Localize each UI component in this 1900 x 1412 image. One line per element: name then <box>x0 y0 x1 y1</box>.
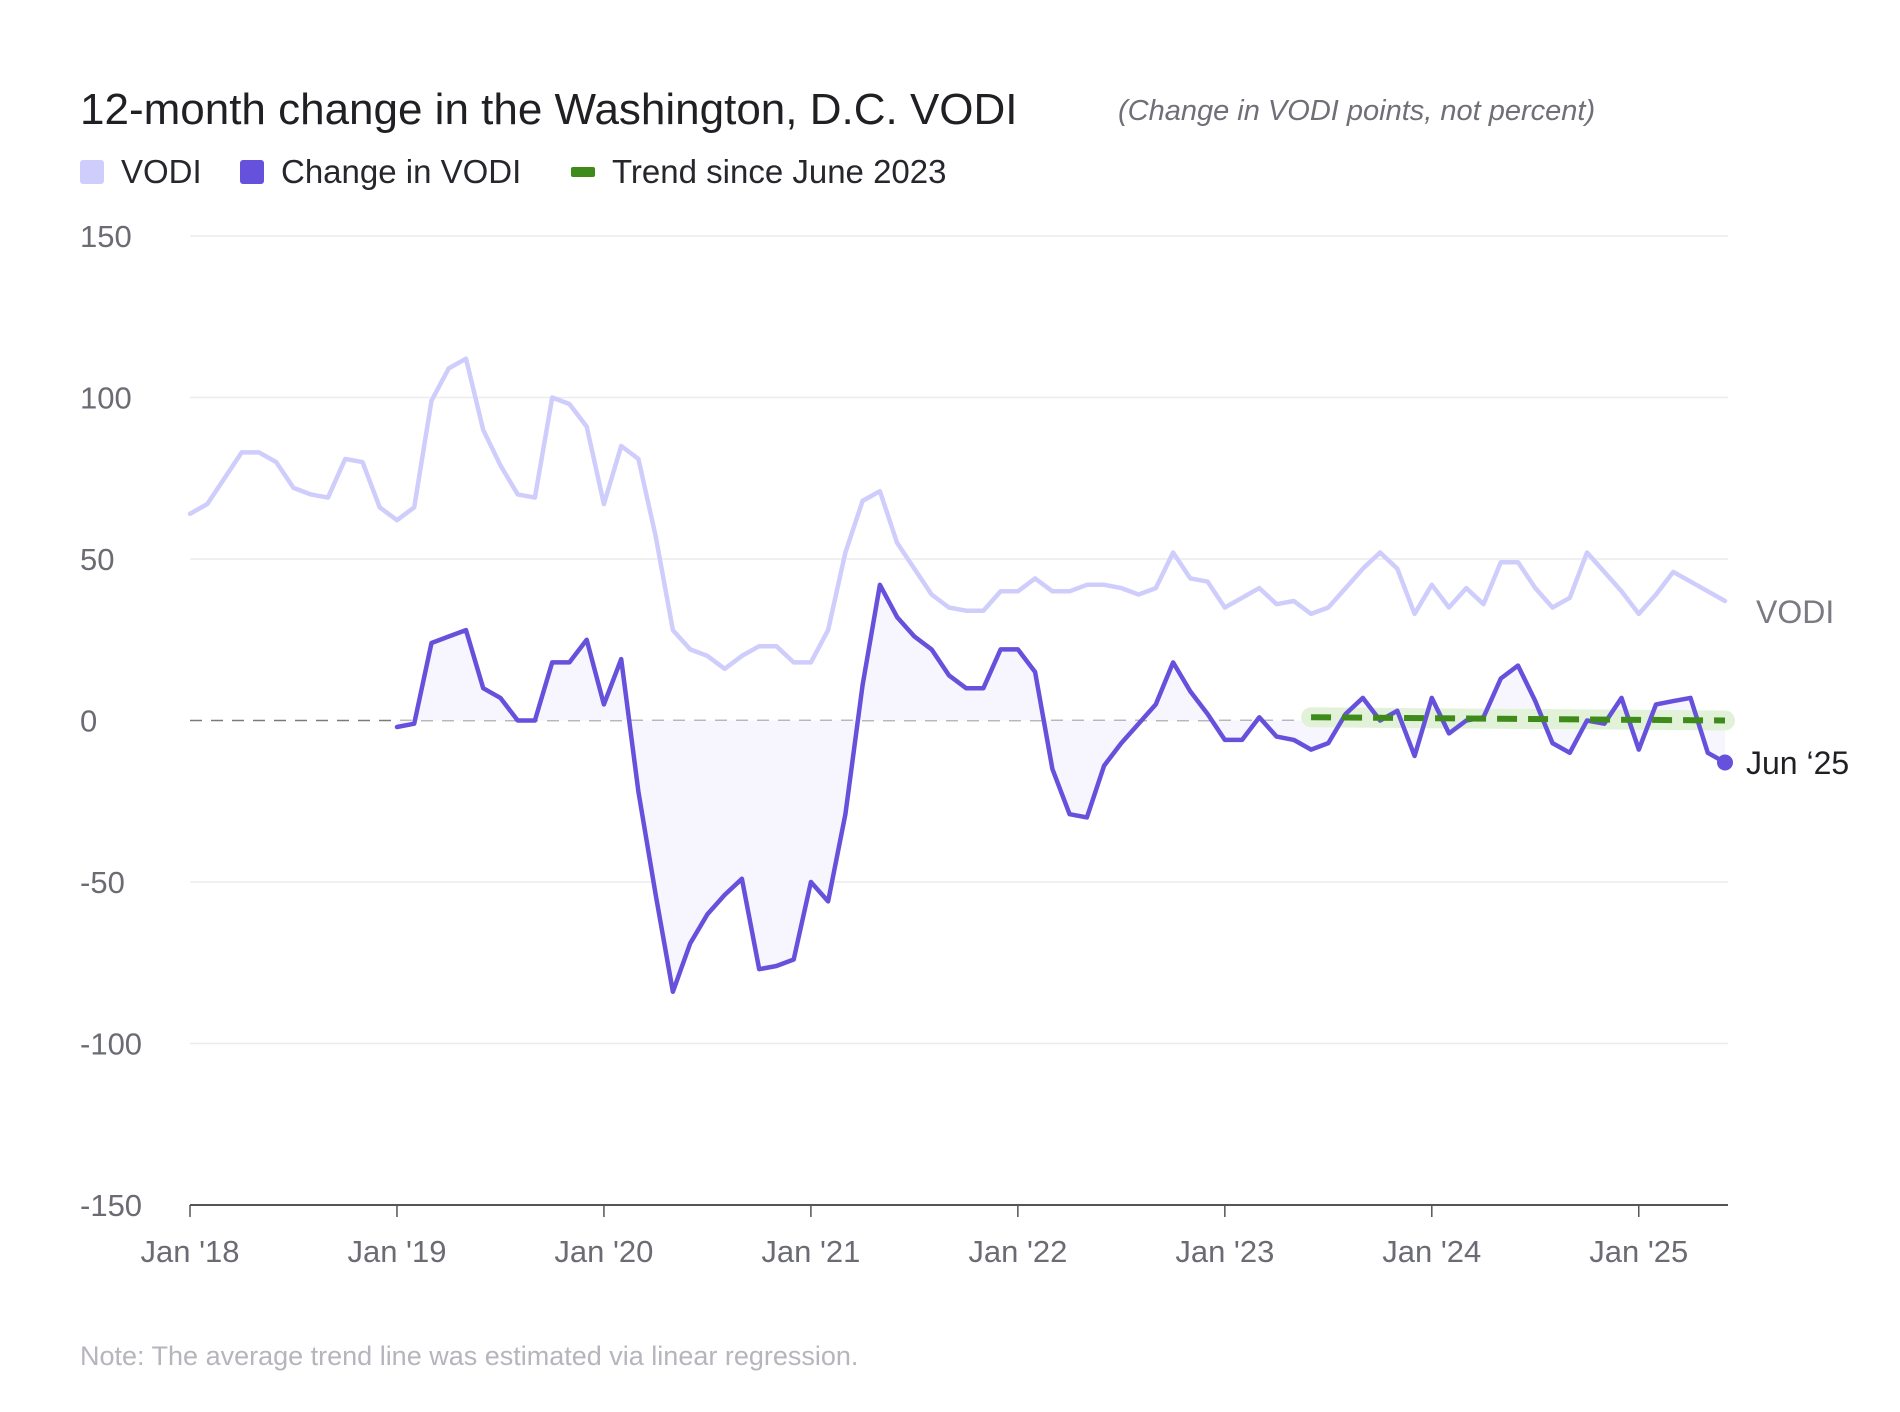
legend-swatch-trend <box>571 167 595 177</box>
x-tick-label: Jan '20 <box>554 1234 653 1269</box>
legend: VODI Change in VODI Trend since June 202… <box>80 153 947 190</box>
y-axis-ticks: 150 100 50 0 -50 -100 -150 <box>80 219 142 1223</box>
vodi-end-label: VODI <box>1756 594 1834 630</box>
y-tick-label: 150 <box>80 219 132 254</box>
chart-title: 12-month change in the Washington, D.C. … <box>80 85 1018 134</box>
x-tick-label: Jan '19 <box>347 1234 446 1269</box>
y-tick-label: 0 <box>80 704 97 739</box>
vodi-line <box>187 356 1728 672</box>
x-tick-label: Jan '22 <box>968 1234 1067 1269</box>
x-tick-label: Jan '18 <box>141 1234 240 1269</box>
series-layer <box>187 356 1735 995</box>
legend-swatch-change <box>240 160 264 184</box>
y-tick-label: -150 <box>80 1188 142 1223</box>
x-tick-label: Jan '21 <box>761 1234 860 1269</box>
change-line <box>394 582 1728 995</box>
change-end-label: Jun ‘25 <box>1746 745 1849 781</box>
y-tick-label: -50 <box>80 865 125 900</box>
legend-label-trend: Trend since June 2023 <box>612 153 947 190</box>
legend-label-change: Change in VODI <box>281 153 521 190</box>
x-tick-label: Jan '23 <box>1175 1234 1274 1269</box>
x-tick-label: Jan '24 <box>1382 1234 1481 1269</box>
legend-label-vodi: VODI <box>121 153 202 190</box>
y-tick-label: 100 <box>80 381 132 416</box>
chart-note: Note: The average trend line was estimat… <box>80 1341 858 1371</box>
x-tick-label: Jan '25 <box>1589 1234 1688 1269</box>
change-end-point <box>1717 754 1733 771</box>
y-tick-label: 50 <box>80 542 114 577</box>
y-tick-label: -100 <box>80 1027 142 1062</box>
legend-swatch-vodi <box>80 160 104 184</box>
x-axis-ticks: Jan '18 Jan '19 Jan '20 Jan '21 Jan '22 Jan '… <box>141 1205 1688 1269</box>
chart-subtitle: (Change in VODI points, not percent) <box>1118 95 1595 127</box>
trend-line <box>1311 714 1726 724</box>
